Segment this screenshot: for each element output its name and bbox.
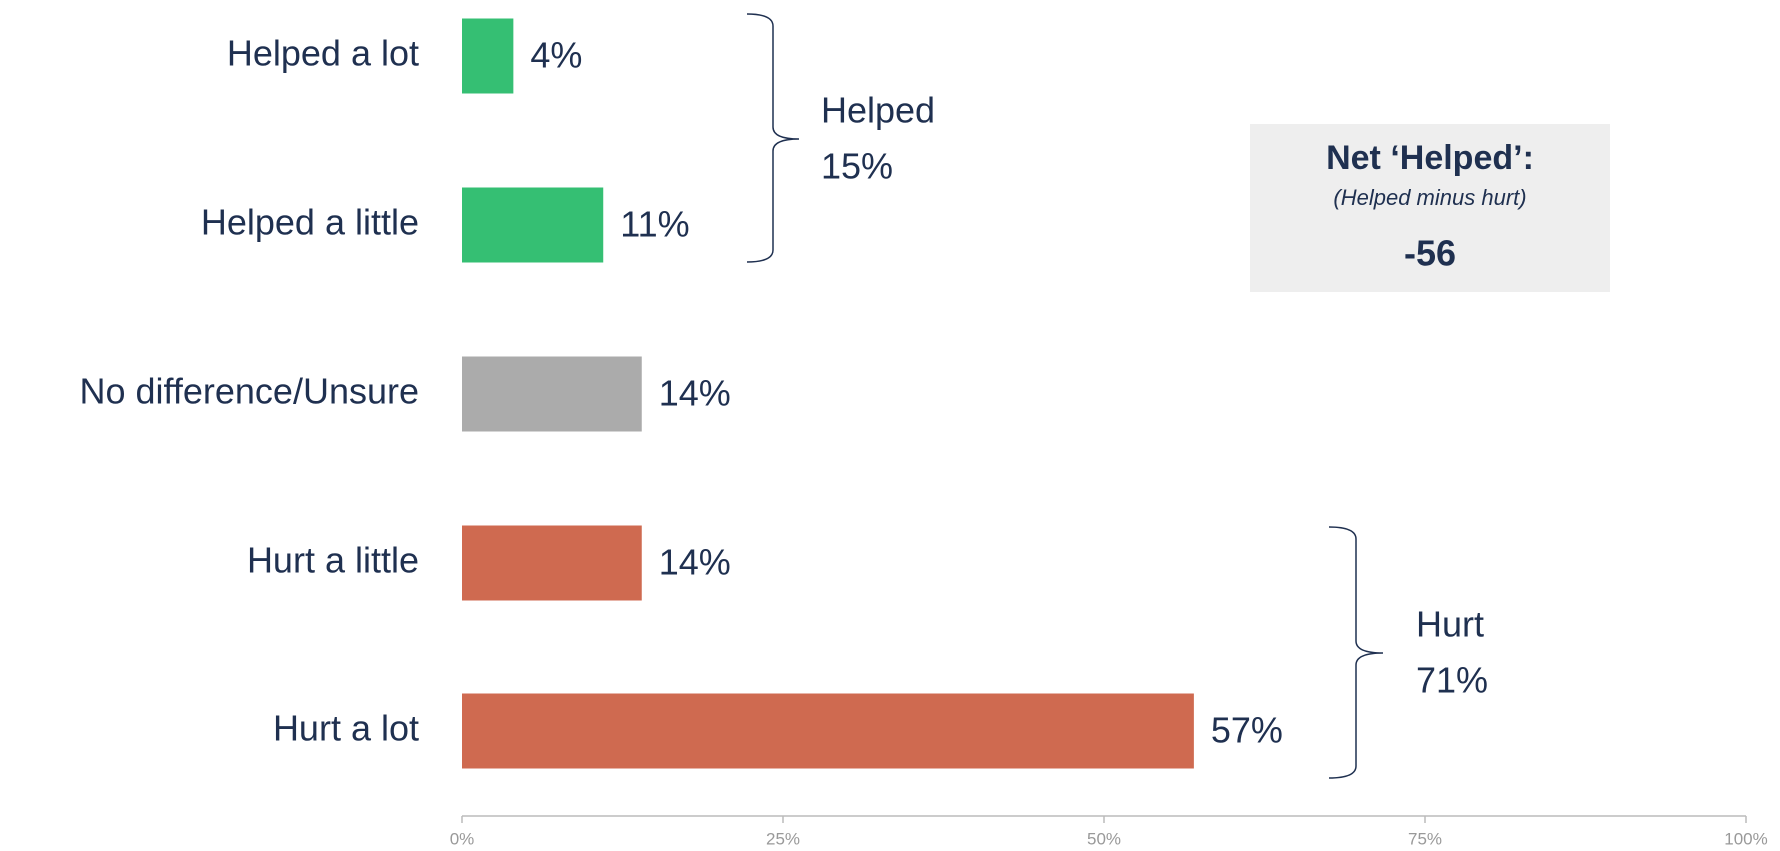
value-label: 11% [620,204,689,245]
group-value: 71% [1416,660,1488,701]
group-value: 15% [821,146,893,187]
category-label: No difference/Unsure [79,371,419,412]
x-tick-label: 75% [1408,829,1442,848]
value-label: 57% [1211,710,1283,751]
x-tick-label: 100% [1724,829,1767,848]
bar [462,18,514,94]
group-name: Helped [821,90,935,131]
category-label: Hurt a lot [273,708,419,749]
value-label: 14% [659,373,731,414]
net-subtitle: (Helped minus hurt) [1333,185,1526,210]
category-label: Helped a lot [227,33,419,74]
group-bracket [746,13,800,263]
net-box [1250,124,1610,292]
x-tick-label: 25% [766,829,800,848]
x-tick-label: 0% [450,829,475,848]
value-label: 4% [530,35,582,76]
bar [462,693,1194,769]
group-bracket [1328,526,1384,779]
group-name: Hurt [1416,604,1484,645]
net-title: Net ‘Helped’: [1326,139,1534,177]
x-tick-label: 50% [1087,829,1121,848]
category-label: Hurt a little [247,540,419,581]
bar [462,356,642,432]
value-label: 14% [659,542,731,583]
bar [462,525,642,601]
net-value: -56 [1404,233,1456,274]
category-label: Helped a little [201,202,419,243]
bar [462,187,604,263]
